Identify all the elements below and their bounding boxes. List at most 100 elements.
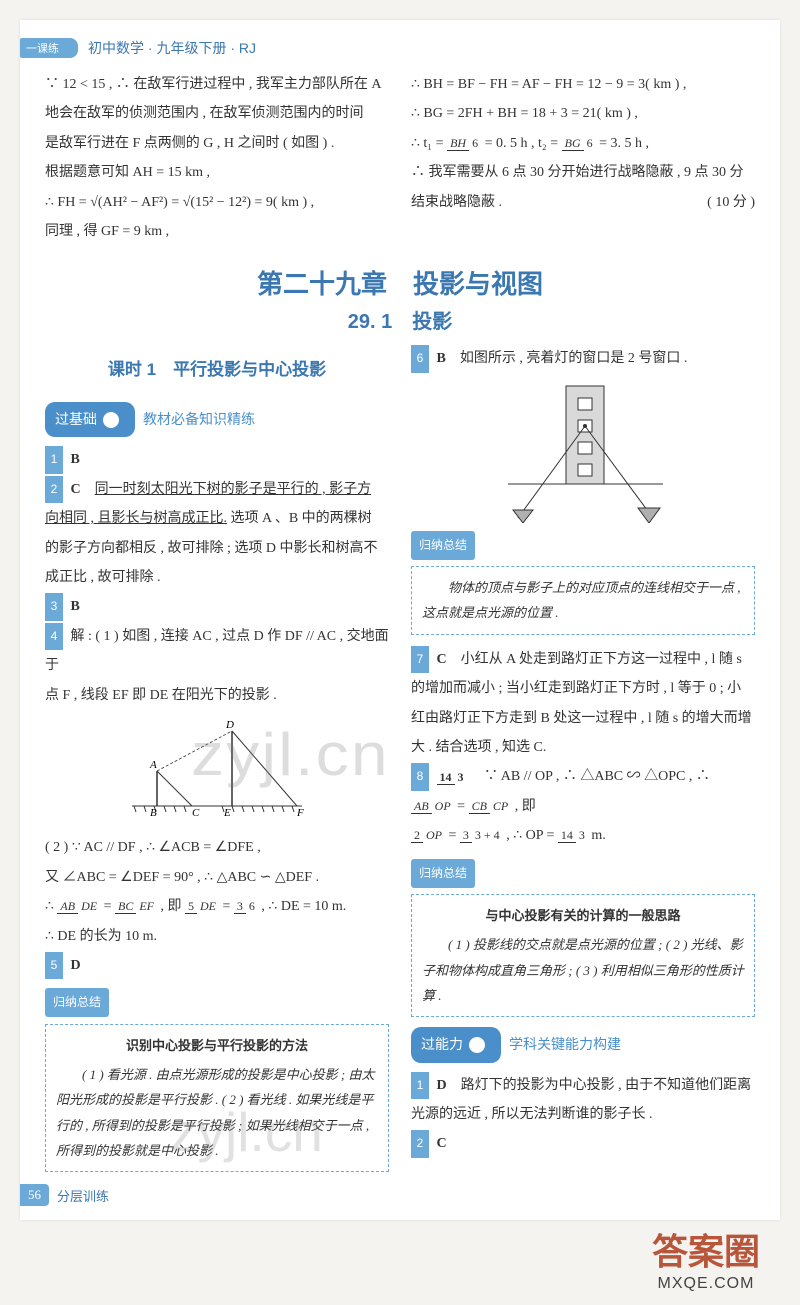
n: 14 — [437, 770, 455, 785]
summary-wrap: 归纳总结 — [411, 859, 755, 888]
text: 结束战略隐蔽 . ( 10 分 ) — [411, 188, 755, 217]
page: 一课练 初中数学 · 九年级下册 · RJ ∵ 12 < 15 , ∴ 在敌军行… — [20, 20, 780, 1220]
txt: = — [223, 899, 234, 914]
txt: , ∴ DE = 10 m. — [261, 899, 346, 914]
q4: 4 解 : ( 1 ) 如图 , 连接 AC , 过点 D 作 DF // AC… — [45, 622, 389, 681]
header-title: 初中数学 · 九年级下册 · RJ — [88, 38, 256, 58]
text: ( 2 ) ∵ AC // DF , ∴ ∠ACB = ∠DFE , — [45, 833, 389, 862]
summary-tag: 归纳总结 — [411, 531, 475, 560]
box-body: ( 1 ) 看光源 . 由点光源形成的投影是中心投影 ; 由太阳光形成的投影是平… — [56, 1062, 378, 1163]
q8: 8 143 ∵ AB // OP , ∴ △ABC ∽ △OPC , ∴ ABO… — [411, 762, 755, 821]
fraction: 36 — [234, 900, 258, 913]
answer: C — [437, 652, 447, 667]
summary-wrap: 归纳总结 — [411, 531, 755, 560]
txt: , 即 — [515, 799, 536, 814]
skill-badge: 过能力 — [411, 1027, 501, 1062]
txt: = — [457, 799, 468, 814]
txt: = — [104, 899, 115, 914]
top-right-col: ∴ BH = BF − FH = AF − FH = 12 − 9 = 3( k… — [411, 70, 755, 246]
fraction: ABDE — [57, 900, 100, 913]
text: 的影子方向都相反 , 故可排除 ; 选项 D 中影长和树高不 — [45, 534, 389, 563]
footer-label: 分层训练 — [57, 1186, 109, 1205]
fraction: 143 — [558, 829, 588, 842]
skill-badge: 过基础 — [45, 402, 135, 437]
d: 6 — [246, 899, 258, 913]
d: OP — [432, 799, 454, 813]
summary-box: 识别中心投影与平行投影的方法 ( 1 ) 看光源 . 由点光源形成的投影是中心投… — [45, 1024, 389, 1173]
fraction: 2OP — [411, 829, 445, 842]
brand-small: MXQE.COM — [652, 1275, 760, 1293]
top-left-col: ∵ 12 < 15 , ∴ 在敌军行进过程中 , 我军主力部队所在 A 地会在敌… — [45, 70, 389, 246]
qnum: 5 — [45, 952, 63, 979]
answer: C — [437, 1136, 447, 1151]
qnum: 3 — [45, 593, 63, 620]
txt: 同一时刻太阳光下树的影子是平行的 , 影子方 — [95, 482, 372, 497]
box-body: 物体的顶点与影子上的对应顶点的连线相交于一点 , 这点就是点光源的位置 . — [422, 575, 744, 626]
q5: 5 D — [45, 951, 389, 980]
summary-box: 物体的顶点与影子上的对应顶点的连线相交于一点 , 这点就是点光源的位置 . — [411, 566, 755, 635]
svg-text:A: A — [149, 759, 157, 771]
fraction: CBCP — [469, 800, 512, 813]
d: 3 — [455, 770, 467, 784]
svg-text:F: F — [296, 807, 304, 816]
qnum: 6 — [411, 345, 429, 372]
summary-wrap: 归纳总结 — [45, 988, 389, 1017]
q1-ability: 1 D 路灯下的投影为中心投影 , 由于不知道他们距离光源的远近 , 所以无法判… — [411, 1071, 755, 1130]
chapter-title: 第二十九章 投影与视图 — [45, 264, 755, 301]
summary-tag: 归纳总结 — [45, 988, 109, 1017]
skill-icon — [469, 1037, 485, 1053]
txt: 小红从 A 处走到路灯正下方这一过程中 , l 随 s 的增加而减小 ; 当小红… — [411, 652, 752, 755]
fraction: 5DE — [185, 900, 219, 913]
text: ∴ BH = BF − FH = AF − FH = 12 − 9 = 3( k… — [411, 70, 755, 99]
txt: 路灯下的投影为中心投影 , 由于不知道他们距离光源的远近 , 所以无法判断谁的影… — [411, 1078, 751, 1122]
n: 3 — [234, 899, 246, 914]
num: BH — [447, 136, 469, 151]
text: 同理 , 得 GF = 9 km , — [45, 217, 389, 246]
qnum: 2 — [411, 1130, 429, 1157]
text: ∴ ABDE = BCEF , 即 5DE = 36 , ∴ DE = 10 m… — [45, 892, 389, 921]
d: DE — [78, 899, 100, 913]
d: 3 + 4 — [472, 828, 503, 842]
skill-header-basic: 过基础 教材必备知识精练 — [45, 402, 389, 437]
text: 向相同 , 且影长与树高成正比. 选项 A 、B 中的两棵树 — [45, 504, 389, 533]
text: ∵ 12 < 15 , ∴ 在敌军行进过程中 , 我军主力部队所在 A — [45, 70, 389, 99]
svg-text:B: B — [150, 807, 157, 816]
answer: D — [71, 958, 81, 973]
building-diagram — [488, 378, 678, 523]
answer-frac: 143 — [437, 771, 467, 784]
text: 2OP = 33 + 4 , ∴ OP = 143 m. — [411, 821, 755, 850]
txt: 如图所示 , 亮着灯的窗口是 2 号窗口 . — [460, 351, 688, 366]
text: 根据题意可知 AH = 15 km , — [45, 158, 389, 187]
fraction: BH6 — [447, 137, 481, 150]
d: DE — [197, 899, 219, 913]
answer: B — [71, 599, 80, 614]
header-tag: 一课练 — [20, 38, 78, 58]
text: ∴ FH = √(AH² − AF²) = √(15² − 12²) = 9( … — [45, 188, 389, 217]
fraction: ABOP — [411, 800, 454, 813]
txt: ∴ t₁ = — [411, 136, 447, 151]
section-title: 29. 1 投影 — [45, 305, 755, 334]
n: CB — [469, 799, 490, 814]
n: 5 — [185, 899, 197, 914]
txt: 选项 A 、B 中的两棵树 — [227, 511, 372, 526]
den: 6 — [584, 136, 596, 150]
num: BG — [562, 136, 584, 151]
d: 3 — [576, 828, 588, 842]
skill-icon — [103, 412, 119, 428]
page-header: 一课练 初中数学 · 九年级下册 · RJ — [45, 20, 755, 58]
fraction: BCEF — [115, 900, 157, 913]
txt: = — [449, 828, 460, 843]
text: 成正比 , 故可排除 . — [45, 563, 389, 592]
d: CP — [490, 799, 511, 813]
txt: 向相同 , 且影长与树高成正比. — [45, 511, 227, 526]
qnum: 7 — [411, 646, 429, 673]
n: 2 — [411, 828, 423, 843]
page-number: 56 — [20, 1184, 49, 1206]
text: 点 F , 线段 EF 即 DE 在阳光下的投影 . — [45, 681, 389, 710]
answer: B — [71, 452, 80, 467]
text: ∴ BG = 2FH + BH = 18 + 3 = 21( km ) , — [411, 99, 755, 128]
text: 又 ∠ABC = ∠DEF = 90° , ∴ △ABC ∽ △DEF . — [45, 863, 389, 892]
answer: D — [437, 1078, 447, 1093]
txt: 解 : ( 1 ) 如图 , 连接 AC , 过点 D 作 DF // AC ,… — [45, 629, 389, 673]
skill-header-ability: 过能力 学科关键能力构建 — [411, 1027, 755, 1062]
